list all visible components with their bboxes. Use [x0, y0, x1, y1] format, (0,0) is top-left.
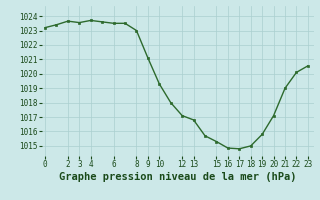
X-axis label: Graphe pression niveau de la mer (hPa): Graphe pression niveau de la mer (hPa) — [59, 172, 296, 182]
